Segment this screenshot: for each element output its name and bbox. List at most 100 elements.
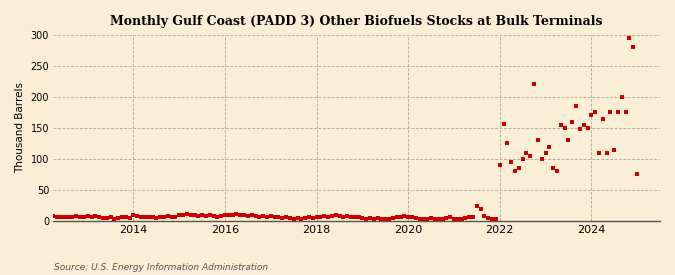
Point <box>200 214 211 218</box>
Point <box>506 160 516 164</box>
Point <box>109 216 119 221</box>
Point <box>445 215 456 219</box>
Point <box>464 215 475 219</box>
Point <box>620 110 631 115</box>
Point <box>586 113 597 118</box>
Point <box>250 214 261 218</box>
Point <box>479 214 490 218</box>
Point <box>98 216 109 220</box>
Point <box>208 214 219 218</box>
Point <box>521 150 532 155</box>
Point <box>369 216 379 221</box>
Text: Source: U.S. Energy Information Administration: Source: U.S. Energy Information Administ… <box>54 263 268 272</box>
Point <box>269 214 280 219</box>
Point <box>265 214 276 218</box>
Y-axis label: Thousand Barrels: Thousand Barrels <box>15 82 25 174</box>
Point <box>475 207 486 211</box>
Point <box>582 126 593 130</box>
Point <box>44 213 55 218</box>
Point <box>262 214 273 219</box>
Point <box>277 216 288 220</box>
Point <box>357 216 368 220</box>
Title: Monthly Gulf Coast (PADD 3) Other Biofuels Stocks at Bulk Terminals: Monthly Gulf Coast (PADD 3) Other Biofue… <box>111 15 603 28</box>
Point <box>392 215 402 219</box>
Point <box>174 213 185 218</box>
Point <box>529 82 539 87</box>
Point <box>597 116 608 121</box>
Point <box>55 215 66 219</box>
Point <box>86 214 97 219</box>
Point <box>346 214 356 219</box>
Point <box>452 217 463 221</box>
Point <box>212 214 223 219</box>
Point <box>498 122 509 127</box>
Point <box>605 110 616 115</box>
Point <box>578 123 589 127</box>
Point <box>296 216 306 221</box>
Point <box>540 150 551 155</box>
Point <box>517 157 528 161</box>
Point <box>113 216 124 220</box>
Point <box>117 215 128 219</box>
Point <box>273 215 284 219</box>
Point <box>468 214 479 219</box>
Point <box>36 214 47 218</box>
Point <box>67 214 78 219</box>
Point <box>101 216 112 220</box>
Point <box>315 214 326 219</box>
Point <box>82 214 93 218</box>
Point <box>456 216 467 221</box>
Point <box>132 214 142 218</box>
Point <box>288 216 299 221</box>
Point <box>300 216 310 220</box>
Point <box>163 214 173 218</box>
Point <box>231 212 242 216</box>
Point <box>216 214 227 218</box>
Point <box>441 216 452 220</box>
Point <box>219 213 230 217</box>
Point <box>544 144 555 149</box>
Point <box>449 216 460 221</box>
Point <box>410 216 421 220</box>
Point <box>460 216 471 220</box>
Point <box>556 123 566 127</box>
Point <box>178 213 188 217</box>
Point <box>548 166 559 170</box>
Point <box>414 216 425 221</box>
Point <box>483 216 493 220</box>
Point <box>350 215 360 219</box>
Point <box>124 216 135 220</box>
Point <box>304 215 315 219</box>
Point <box>155 215 165 219</box>
Point <box>422 216 433 221</box>
Point <box>239 213 250 218</box>
Point <box>559 126 570 130</box>
Point <box>342 214 352 218</box>
Point <box>433 217 444 221</box>
Point <box>426 216 437 220</box>
Point <box>361 216 372 221</box>
Point <box>593 150 604 155</box>
Point <box>143 214 154 219</box>
Point <box>254 214 265 219</box>
Point <box>307 216 318 220</box>
Point <box>613 110 624 115</box>
Point <box>383 216 394 221</box>
Point <box>533 138 543 142</box>
Point <box>491 216 502 221</box>
Point <box>380 217 391 221</box>
Point <box>292 216 303 220</box>
Point <box>235 213 246 217</box>
Point <box>90 214 101 218</box>
Point <box>471 203 482 208</box>
Point <box>205 213 215 218</box>
Point <box>284 216 295 220</box>
Point <box>227 213 238 217</box>
Point <box>537 157 547 161</box>
Point <box>514 166 524 170</box>
Point <box>525 154 536 158</box>
Point <box>338 214 349 219</box>
Point <box>563 138 574 142</box>
Point <box>502 141 513 146</box>
Point <box>418 217 429 221</box>
